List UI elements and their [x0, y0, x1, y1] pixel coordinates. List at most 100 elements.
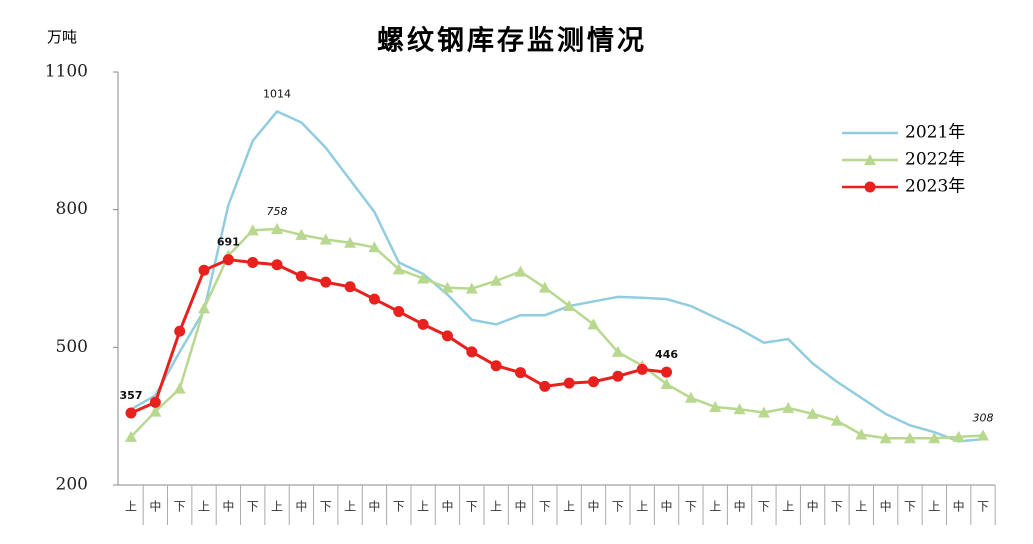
x-tick-label: 下: [612, 500, 624, 514]
marker: [465, 282, 478, 294]
y-tick-label: 1100: [45, 62, 88, 82]
legend-marker: [864, 181, 876, 193]
marker: [782, 401, 795, 413]
marker: [173, 382, 186, 394]
x-tick-label: 上: [928, 500, 940, 514]
x-tick-label: 中: [880, 499, 892, 514]
x-tick-label: 上: [417, 500, 429, 514]
x-tick-label: 中: [807, 499, 819, 514]
marker: [246, 224, 259, 236]
marker: [222, 254, 234, 266]
x-tick-label: 中: [222, 499, 234, 514]
marker: [588, 376, 600, 388]
marker: [977, 429, 989, 441]
marker: [149, 396, 161, 408]
marker: [879, 432, 892, 444]
marker: [514, 367, 526, 379]
marker: [514, 265, 527, 277]
marker: [587, 318, 600, 330]
x-tick-label: 上: [782, 500, 794, 514]
marker: [733, 403, 746, 415]
x-tick-label: 下: [904, 500, 916, 514]
marker: [320, 276, 332, 288]
x-tick-label: 中: [661, 499, 673, 514]
marker: [174, 325, 186, 337]
x-tick-label: 上: [490, 500, 502, 514]
x-tick-label: 中: [953, 499, 965, 514]
x-tick-label: 中: [149, 499, 161, 514]
marker: [903, 432, 916, 444]
legend-label: 2021年: [905, 123, 965, 143]
x-tick-label: 中: [441, 499, 453, 514]
marker: [490, 274, 503, 286]
x-tick-label: 上: [344, 500, 356, 514]
x-tick-label: 下: [466, 500, 478, 514]
marker: [393, 306, 405, 318]
y-tick-label: 800: [56, 199, 88, 219]
x-tick-label: 上: [709, 500, 721, 514]
marker: [490, 360, 502, 372]
marker: [392, 263, 405, 275]
marker: [417, 318, 429, 330]
marker: [661, 366, 673, 378]
x-tick-label: 下: [247, 500, 259, 514]
x-tick-label: 上: [855, 500, 867, 514]
marker: [247, 256, 259, 268]
marker: [660, 378, 673, 390]
marker: [198, 302, 211, 314]
x-tick-label: 上: [198, 500, 210, 514]
marker: [368, 293, 380, 305]
x-tick-label: 下: [831, 500, 843, 514]
data-label: 1014: [263, 87, 291, 100]
marker: [344, 281, 356, 293]
marker: [466, 346, 478, 358]
legend-marker: [864, 154, 876, 165]
x-tick-label: 下: [320, 500, 332, 514]
marker: [538, 281, 551, 293]
marker: [319, 233, 332, 245]
x-tick-label: 上: [271, 500, 283, 514]
marker: [636, 363, 648, 375]
marker: [806, 407, 819, 419]
x-tick-label: 上: [636, 500, 648, 514]
x-tick-label: 上: [563, 500, 575, 514]
y-tick-label: 200: [56, 475, 88, 495]
marker: [611, 345, 624, 357]
marker: [563, 377, 575, 389]
marker: [125, 430, 137, 442]
x-tick-label: 下: [174, 500, 186, 514]
data-label: 446: [655, 348, 678, 361]
marker: [271, 259, 283, 271]
marker: [417, 272, 430, 284]
legend-label: 2022年: [905, 150, 965, 170]
x-tick-label: 下: [758, 500, 770, 514]
marker: [198, 264, 210, 276]
data-label: 758: [267, 205, 288, 218]
series-line: [130, 227, 984, 440]
marker: [441, 330, 453, 342]
marker: [271, 222, 284, 234]
marker: [855, 428, 868, 440]
marker: [709, 400, 722, 412]
marker: [952, 430, 965, 442]
marker: [563, 300, 576, 312]
x-tick-label: 中: [514, 499, 526, 514]
y-unit: 万吨: [47, 28, 77, 46]
data-label: 691: [217, 236, 240, 249]
marker: [684, 391, 697, 403]
x-tick-label: 中: [295, 499, 307, 514]
series-line: [130, 109, 984, 443]
x-tick-label: 下: [393, 500, 405, 514]
marker: [757, 406, 770, 418]
y-tick-label: 500: [56, 337, 88, 357]
marker: [612, 370, 624, 382]
marker: [928, 432, 941, 444]
legend-label: 2023年: [905, 177, 965, 197]
x-tick-label: 下: [977, 500, 989, 514]
x-tick-label: 中: [588, 499, 600, 514]
data-label: 308: [973, 411, 994, 424]
data-label: 357: [120, 389, 143, 402]
x-tick-label: 上: [125, 500, 137, 514]
marker: [368, 241, 381, 253]
x-tick-label: 中: [734, 499, 746, 514]
